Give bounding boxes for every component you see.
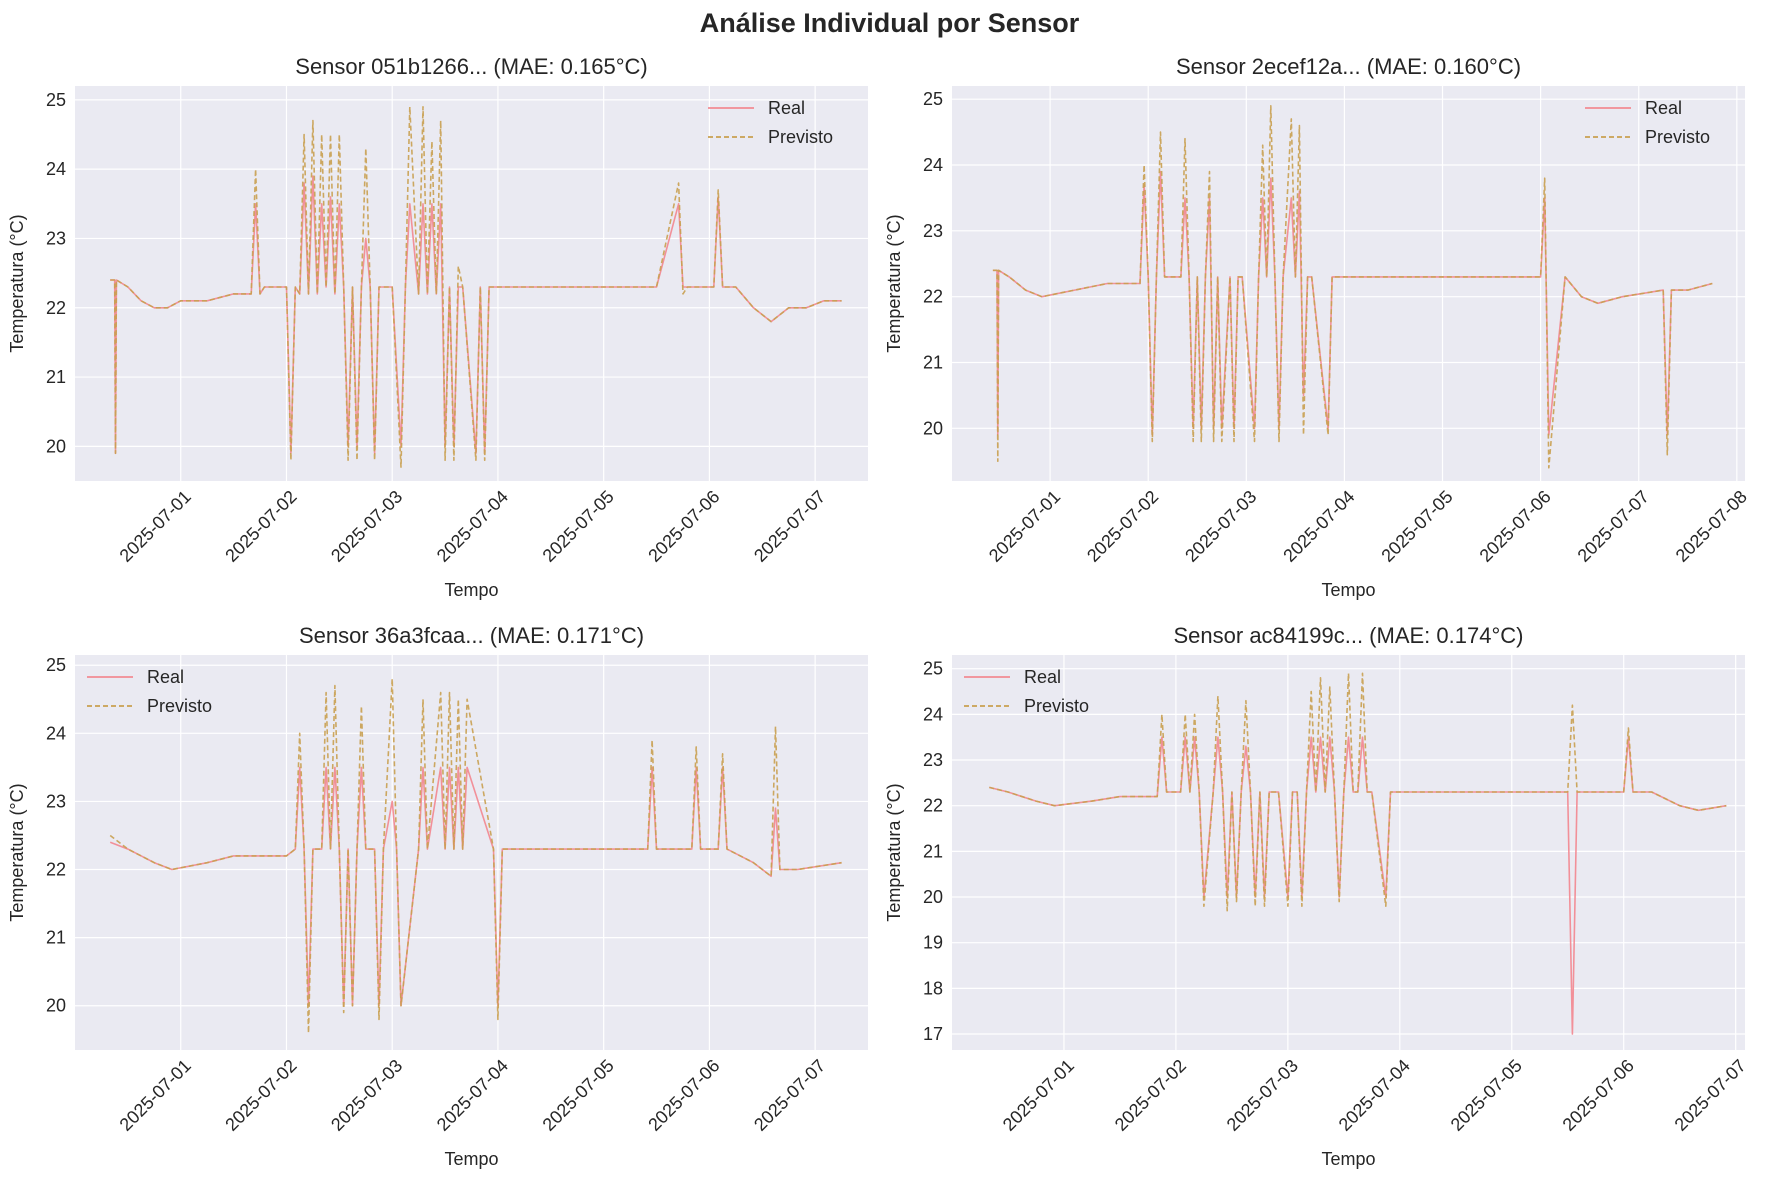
series-line-previsto	[109, 677, 842, 1034]
x-tick-label: 2025-07-01	[116, 487, 195, 566]
y-tick-label: 22	[46, 298, 66, 318]
plot-area	[952, 86, 1745, 481]
y-tick-label: 22	[46, 860, 66, 880]
y-axis-label: Temperatura (°C)	[884, 783, 904, 921]
series-line-previsto	[989, 672, 1727, 912]
series-line-previsto	[110, 106, 842, 468]
x-tick-label: 2025-07-08	[1672, 487, 1751, 566]
legend: Real Previsto	[87, 667, 212, 716]
y-axis-label: Temperatura (°C)	[884, 214, 904, 352]
x-axis-label: Tempo	[444, 580, 498, 600]
y-tick-label: 20	[46, 436, 66, 456]
y-tick-label: 25	[46, 90, 66, 110]
legend: Real Previsto	[964, 667, 1089, 716]
y-tick-label: 22	[923, 796, 943, 816]
x-tick-label: 2025-07-03	[327, 487, 406, 566]
y-tick-label: 23	[923, 221, 943, 241]
x-tick-label: 2025-07-06	[1476, 487, 1555, 566]
y-tick-label: 17	[923, 1024, 943, 1044]
x-tick-label: 2025-07-06	[644, 487, 723, 566]
legend-label-previsto: Previsto	[768, 127, 833, 147]
x-tick-label: 2025-07-06	[644, 1056, 723, 1135]
y-tick-label: 24	[46, 159, 66, 179]
y-tick-label: 19	[923, 933, 943, 953]
y-axis-label: Temperatura (°C)	[7, 214, 27, 352]
chart-panel-3: 20 21 22 23 24 25 2025-07-01 2025-07-02 2025-07-…	[7, 623, 868, 1169]
x-axis-label: Tempo	[1321, 580, 1375, 600]
y-tick-label: 24	[923, 704, 943, 724]
y-tick-label: 24	[923, 155, 943, 175]
chart-title: Sensor ac84199c... (MAE: 0.174°C)	[1174, 623, 1524, 648]
legend-label-real: Real	[768, 98, 805, 118]
chart-panel-1: 20 21 22 23 24 25 2025-07-01 2025-07-02 2025-07-…	[7, 54, 868, 600]
chart-title: Sensor 2ecef12a... (MAE: 0.160°C)	[1176, 54, 1521, 79]
chart-panel-4: 17 18 19 20 21 22 23 24 25 2025-07-01 2025-07-02 20…	[884, 623, 1750, 1169]
legend-label-previsto: Previsto	[147, 696, 212, 716]
x-tick-label: 2025-07-03	[327, 1056, 406, 1135]
y-tick-label: 25	[923, 89, 943, 109]
plot-area	[952, 655, 1745, 1050]
x-tick-label: 2025-07-07	[750, 487, 829, 566]
y-tick-label: 21	[923, 841, 943, 861]
legend-label-previsto: Previsto	[1024, 696, 1089, 716]
x-tick-label: 2025-07-07	[1574, 487, 1653, 566]
y-tick-label: 23	[923, 750, 943, 770]
x-axis-label: Tempo	[444, 1149, 498, 1169]
series-line-previsto	[992, 105, 1713, 469]
x-tick-label: 2025-07-07	[750, 1056, 829, 1135]
legend-label-real: Real	[1024, 667, 1061, 687]
series-line-real	[110, 175, 842, 455]
y-tick-label: 18	[923, 978, 943, 998]
x-tick-label: 2025-07-05	[1447, 1056, 1526, 1135]
x-tick-label: 2025-07-01	[985, 487, 1064, 566]
x-tick-label: 2025-07-05	[539, 487, 618, 566]
figure-title: Análise Individual por Sensor	[699, 8, 1080, 38]
y-tick-label: 23	[46, 791, 66, 811]
legend-label-real: Real	[1645, 98, 1682, 118]
x-tick-label: 2025-07-05	[539, 1056, 618, 1135]
chart-title: Sensor 36a3fcaa... (MAE: 0.171°C)	[299, 623, 644, 648]
y-tick-label: 24	[46, 723, 66, 743]
x-tick-label: 2025-07-02	[1083, 487, 1162, 566]
x-tick-label: 2025-07-06	[1559, 1056, 1638, 1135]
y-tick-label: 21	[46, 367, 66, 387]
x-tick-label: 2025-07-02	[221, 1056, 300, 1135]
chart-title: Sensor 051b1266... (MAE: 0.165°C)	[295, 54, 647, 79]
x-tick-label: 2025-07-04	[1279, 487, 1358, 566]
legend-label-real: Real	[147, 667, 184, 687]
x-tick-label: 2025-07-02	[1111, 1056, 1190, 1135]
plot-area	[75, 86, 868, 481]
x-tick-label: 2025-07-01	[999, 1056, 1078, 1135]
legend: Real Previsto	[1585, 98, 1710, 147]
x-axis-label: Tempo	[1321, 1149, 1375, 1169]
legend: Real Previsto	[708, 98, 833, 147]
y-tick-label: 20	[923, 418, 943, 438]
y-tick-label: 20	[46, 996, 66, 1016]
y-tick-label: 21	[46, 928, 66, 948]
y-tick-label: 21	[923, 353, 943, 373]
y-tick-label: 20	[923, 887, 943, 907]
x-tick-label: 2025-07-04	[1335, 1056, 1414, 1135]
x-tick-label: 2025-07-02	[221, 487, 300, 566]
legend-label-previsto: Previsto	[1645, 127, 1710, 147]
y-tick-label: 22	[923, 287, 943, 307]
x-tick-label: 2025-07-03	[1223, 1056, 1302, 1135]
y-tick-label: 23	[46, 228, 66, 248]
x-tick-label: 2025-07-04	[433, 487, 512, 566]
x-tick-label: 2025-07-01	[116, 1056, 195, 1135]
y-axis-label: Temperatura (°C)	[7, 783, 27, 921]
x-tick-label: 2025-07-03	[1181, 487, 1260, 566]
y-tick-label: 25	[46, 655, 66, 675]
x-tick-label: 2025-07-04	[433, 1056, 512, 1135]
x-tick-label: 2025-07-05	[1377, 487, 1456, 566]
y-tick-label: 25	[923, 659, 943, 679]
x-tick-label: 2025-07-07	[1671, 1056, 1750, 1135]
